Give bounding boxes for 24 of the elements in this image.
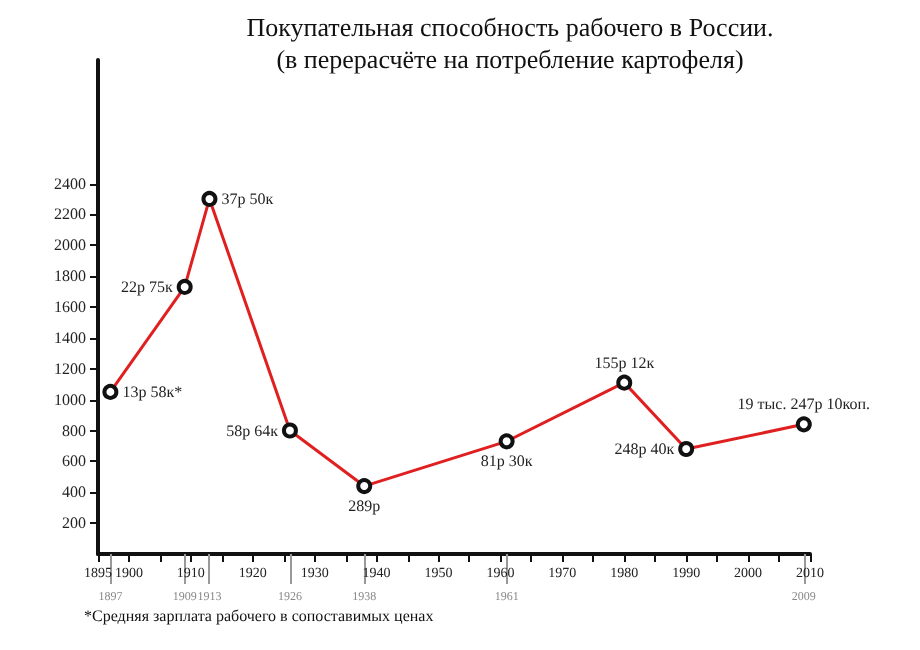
y-tick-label: 2400 [54,174,86,193]
annotation: 289р [348,497,381,516]
y-tick-label: 1600 [54,298,86,316]
y-tick-label: 2200 [54,205,86,224]
y-tick-label: 1800 [54,267,86,286]
annotation: 13р 58к* [122,382,183,401]
y-tick-label: 2000 [54,236,86,255]
annotation: 22р 75к [120,277,173,296]
y-tick-label: 600 [62,452,86,471]
annotation: 58р 64к [226,421,279,440]
y-tick-label: 1200 [54,359,86,378]
annotation: 37р 50к [221,189,274,208]
chart-subtitle: (в перерасчёте на потребление картофеля) [276,44,744,74]
annotation: 248р 40к [614,440,675,459]
annotation: 19 тыс. 247р 10коп. [737,395,870,414]
y-tick-label: 400 [62,483,86,502]
y-tick-label: 1400 [54,328,86,347]
y-tick-label: 800 [62,421,86,440]
annotation: 81р 30к [480,452,533,471]
y-tick-label: 200 [62,514,86,533]
chart-title: Покупательная способность рабочего в России. [246,12,774,42]
annotation: 155р 12к [594,353,655,372]
y-tick-label: 1000 [54,390,86,409]
text: *Средняя зарплата рабочего в сопоставимых ценах [84,607,434,625]
